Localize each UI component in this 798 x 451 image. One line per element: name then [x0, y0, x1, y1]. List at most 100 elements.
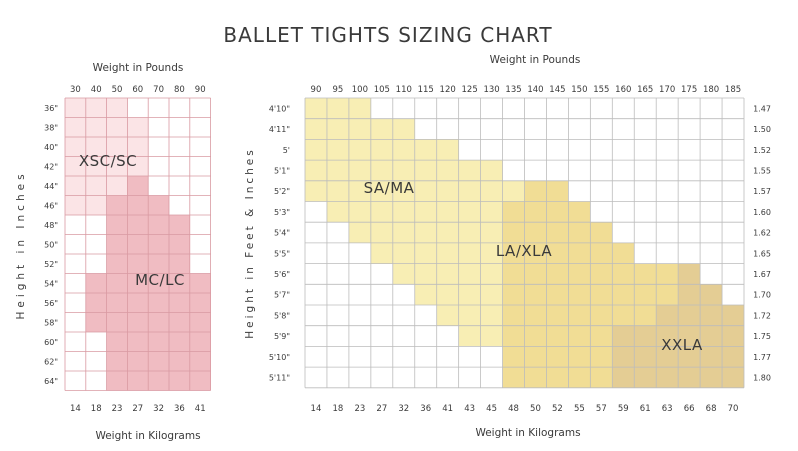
x-tick-kg: 27	[376, 404, 387, 414]
y-tick-height: 42"	[44, 162, 58, 171]
x-tick-kg: 32	[398, 404, 409, 414]
y-tick-height: 48"	[44, 221, 58, 230]
y-tick-height: 58"	[44, 318, 58, 327]
x-tick-kg: 43	[464, 404, 475, 414]
y-tick-meters: 1.75	[753, 332, 771, 341]
x-tick-lbs: 30	[70, 85, 81, 95]
size-region-mc-lc-row	[106, 371, 211, 391]
y-tick-height: 5'2"	[274, 187, 290, 196]
y-tick-meters: 1.65	[753, 249, 771, 258]
size-region-mc-lc-row	[106, 332, 211, 352]
x-tick-kg: 50	[530, 404, 541, 414]
y-tick-height: 60"	[44, 338, 58, 347]
y-tick-height: 4'11"	[269, 125, 290, 134]
y-tick-meters: 1.55	[753, 166, 771, 175]
x-tick-lbs: 185	[725, 85, 741, 95]
size-label-mc-lc: MC/LC	[135, 271, 185, 289]
x-tick-kg: 36	[420, 404, 431, 414]
y-tick-height: 5'6"	[274, 270, 290, 279]
x-tick-lbs: 105	[374, 85, 390, 95]
x-tick-kg: 59	[618, 404, 629, 414]
x-tick-kg: 36	[174, 404, 185, 414]
size-region-la-xla-row	[502, 346, 613, 368]
x-tick-kg: 61	[640, 404, 651, 414]
size-region-sa-ma-row	[348, 222, 503, 243]
x-tick-lbs: 125	[462, 85, 478, 95]
y-tick-meters: 1.52	[753, 146, 771, 155]
x-tick-lbs: 175	[681, 85, 697, 95]
size-region-mc-lc-row	[106, 195, 169, 215]
size-label-sa-ma: SA/MA	[364, 179, 415, 197]
size-region-la-xla-row	[502, 222, 613, 243]
x-tick-lbs: 155	[593, 85, 609, 95]
x-tick-lbs: 90	[311, 85, 322, 95]
x-tick-kg: 63	[662, 404, 673, 414]
adult-size-chart: Weight in Pounds Weight in Kilograms Hei…	[244, 54, 771, 439]
size-label-xsc-sc: XSC/SC	[79, 152, 137, 170]
y-tick-meters: 1.47	[753, 104, 771, 113]
x-tick-lbs: 100	[352, 85, 368, 95]
y-tick-meters: 1.67	[753, 270, 771, 279]
size-label-xxla: XXLA	[661, 336, 703, 354]
y-tick-height: 5'5"	[274, 249, 290, 258]
x-tick-kg: 41	[442, 404, 453, 414]
x-tick-lbs: 135	[505, 85, 521, 95]
size-region-xxla-row	[678, 263, 701, 285]
y-tick-height: 52"	[44, 260, 58, 269]
y-tick-height: 64"	[44, 377, 58, 386]
x-tick-kg: 45	[486, 404, 497, 414]
x-tick-kg: 14	[70, 404, 81, 414]
chart-title: BALLET TIGHTS SIZING CHART	[223, 23, 552, 47]
size-region-sa-ma-row	[392, 263, 503, 285]
x-tick-lbs: 40	[91, 85, 102, 95]
y-tick-meters: 1.60	[753, 208, 771, 217]
y-tick-height: 40"	[44, 143, 58, 152]
y-tick-meters: 1.77	[753, 353, 771, 362]
right-ylabel: Height in Feet & Inches	[244, 147, 256, 338]
y-tick-height: 36"	[44, 104, 58, 113]
size-region-sa-ma-row	[305, 160, 503, 181]
x-tick-kg: 32	[153, 404, 164, 414]
x-tick-lbs: 95	[333, 85, 344, 95]
x-tick-lbs: 170	[659, 85, 675, 95]
x-tick-kg: 57	[596, 404, 607, 414]
size-label-la-xla: LA/XLA	[496, 242, 552, 260]
x-tick-lbs: 165	[637, 85, 653, 95]
size-region-mc-lc-row	[127, 176, 149, 196]
y-tick-height: 4'10"	[269, 104, 290, 113]
size-region-la-xla-row	[502, 325, 613, 347]
right-top-xlabel: Weight in Pounds	[490, 54, 581, 66]
x-tick-kg: 23	[112, 404, 123, 414]
x-tick-kg: 41	[195, 404, 206, 414]
x-tick-lbs: 150	[571, 85, 587, 95]
size-region-sa-ma-row	[305, 139, 459, 161]
x-tick-kg: 55	[574, 404, 585, 414]
size-region-sa-ma-row	[305, 98, 371, 119]
x-tick-kg: 66	[684, 404, 695, 414]
x-tick-lbs: 70	[153, 85, 164, 95]
y-tick-height: 5'10"	[269, 353, 290, 362]
x-tick-lbs: 60	[132, 85, 143, 95]
left-ylabel: Height in Inches	[15, 170, 27, 319]
y-tick-meters: 1.50	[753, 125, 771, 134]
y-tick-height: 50"	[44, 240, 58, 249]
x-tick-lbs: 115	[418, 85, 434, 95]
x-tick-kg: 18	[333, 404, 344, 414]
y-tick-height: 5'11"	[269, 373, 290, 382]
y-tick-meters: 1.70	[753, 291, 771, 300]
child-size-chart: Weight in Pounds Weight in Kilograms Hei…	[15, 62, 212, 442]
y-tick-height: 5'1"	[274, 166, 290, 175]
x-tick-kg: 23	[354, 404, 365, 414]
y-tick-height: 5'	[283, 146, 290, 155]
x-tick-kg: 70	[728, 404, 739, 414]
size-region-sa-ma-row	[436, 305, 503, 326]
x-tick-kg: 27	[132, 404, 143, 414]
x-tick-kg: 68	[706, 404, 717, 414]
y-tick-height: 62"	[44, 357, 58, 366]
y-tick-meters: 1.62	[753, 229, 771, 238]
left-bottom-xlabel: Weight in Kilograms	[95, 430, 200, 442]
y-tick-meters: 1.57	[753, 187, 771, 196]
x-tick-lbs: 180	[703, 85, 719, 95]
x-tick-lbs: 145	[549, 85, 565, 95]
